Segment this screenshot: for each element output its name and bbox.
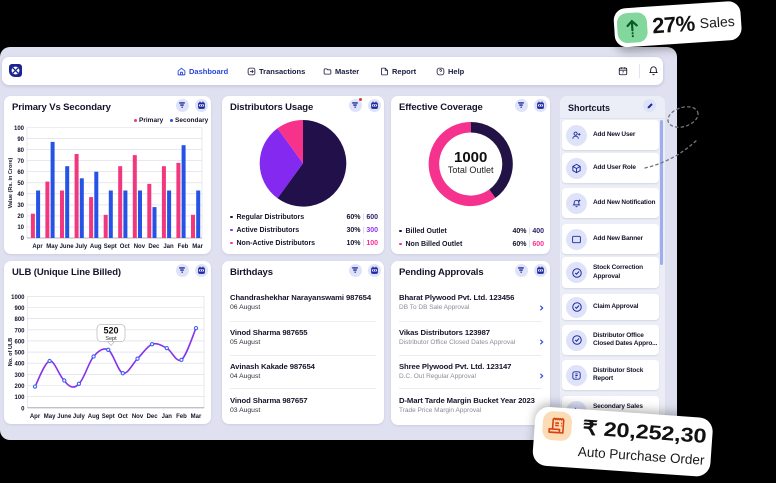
svg-text:Feb: Feb [176,414,187,420]
svg-text:50: 50 [17,181,24,187]
svg-text:Jan: Jan [162,414,173,420]
svg-text:300: 300 [14,373,25,379]
svg-text:100: 100 [14,395,25,401]
svg-text:Jan: Jan [163,244,174,250]
svg-text:400: 400 [14,362,25,368]
svg-text:520: 520 [103,326,118,336]
svg-text:60: 60 [17,170,24,176]
svg-text:No. of ULB: No. of ULB [8,338,14,366]
svg-text:90: 90 [17,137,24,143]
svg-text:Mar: Mar [191,414,202,420]
svg-text:Aug: Aug [88,414,100,420]
svg-text:700: 700 [14,328,25,334]
svg-text:May: May [44,414,56,420]
svg-text:Dec: Dec [148,244,160,250]
svg-text:Apr: Apr [32,244,43,250]
svg-text:Sept: Sept [104,244,117,250]
svg-text:20: 20 [17,214,24,220]
svg-text:Dec: Dec [147,414,159,420]
svg-text:Sept: Sept [102,414,115,420]
svg-text:Nov: Nov [134,244,146,250]
svg-text:July: July [75,244,88,250]
svg-text:July: July [73,414,86,420]
svg-text:600: 600 [14,339,25,345]
svg-text:June: June [60,244,75,250]
svg-text:Sept: Sept [105,336,117,342]
svg-text:Oct: Oct [120,244,130,250]
svg-text:40: 40 [17,192,24,198]
svg-text:Oct: Oct [118,414,128,420]
svg-text:10: 10 [17,225,24,231]
svg-text:70: 70 [17,159,24,165]
svg-text:Mar: Mar [192,244,203,250]
svg-text:100: 100 [14,126,25,132]
svg-text:800: 800 [14,317,25,323]
svg-text:1000: 1000 [11,295,25,301]
svg-text:Nov: Nov [132,414,144,420]
svg-text:500: 500 [14,351,25,357]
svg-text:1000: 1000 [454,149,487,166]
svg-text:Feb: Feb [178,244,189,250]
svg-text:80: 80 [17,148,24,154]
svg-text:Aug: Aug [90,244,102,250]
svg-text:30: 30 [17,203,24,209]
svg-text:0: 0 [21,406,25,412]
svg-text:0: 0 [21,236,25,242]
svg-text:June: June [57,414,72,420]
svg-text:Total Outlet: Total Outlet [448,165,494,175]
svg-text:7: 7 [622,71,624,75]
svg-text:900: 900 [14,306,25,312]
svg-text:Value (Rs. in Crore): Value (Rs. in Crore) [8,157,14,208]
svg-text:May: May [46,244,58,250]
svg-text:Apr: Apr [30,414,41,420]
svg-text:200: 200 [14,384,25,390]
